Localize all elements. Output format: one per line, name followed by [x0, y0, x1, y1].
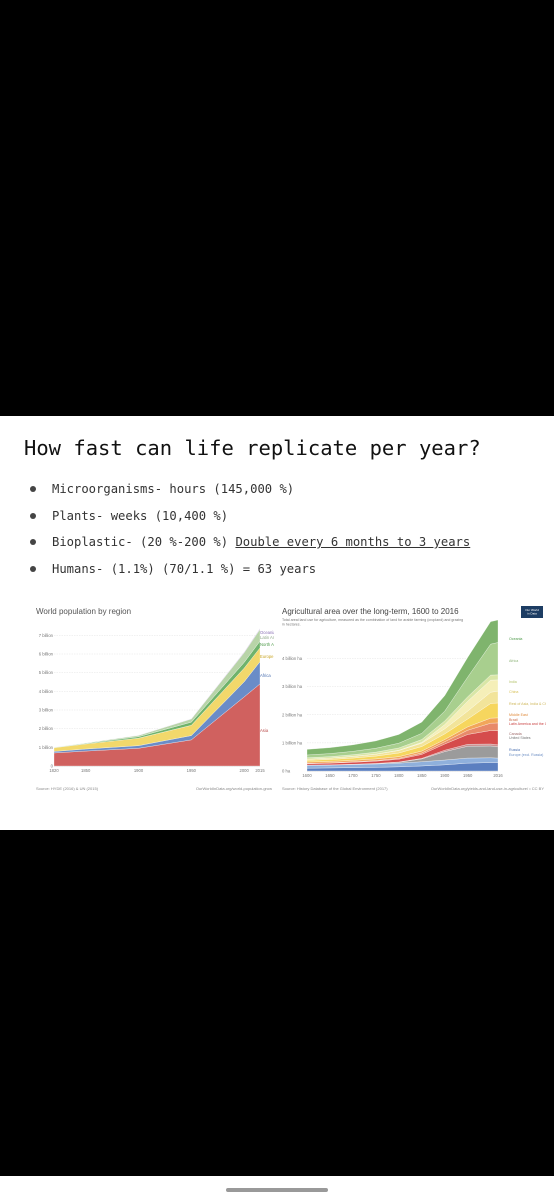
bullet-text: Humans- (1.1%) (70/1.1 %) = 63 years [52, 561, 317, 576]
x-tick-label: 1900 [134, 768, 144, 773]
bullet-item: Microorganisms- hours (145,000 %) [30, 482, 470, 509]
x-tick-label: 1900 [440, 773, 450, 778]
x-tick-label: 2016 [493, 773, 503, 778]
agriculture-chart: Agricultural area over the long-term, 16… [282, 606, 546, 791]
bullet-dot-icon [30, 565, 36, 572]
bullet-link[interactable]: Double every 6 months to 3 years [235, 535, 471, 549]
y-tick-label: 2 billion [39, 726, 54, 731]
x-tick-label: 1700 [348, 773, 358, 778]
series-label: Africa [509, 659, 518, 663]
series-label: Asia [260, 728, 269, 733]
chart-y-ticks: 0 ha 1 billion ha 2 billion ha 3 billion ha… [282, 656, 303, 774]
area-series-oceania [53, 628, 261, 748]
x-tick-label: 1750 [371, 773, 381, 778]
owid-logo-text: Our World in Data [525, 608, 539, 616]
series-label: Europe (excl. Russia) [509, 753, 543, 757]
series-label: Canada [509, 732, 522, 736]
chart-series-labels: Oceania Africa India China Rest of Asia, Ind… [509, 637, 546, 757]
series-label: Latin Am [260, 635, 274, 640]
bullet-dot-icon [30, 486, 36, 492]
chart-series-labels: OceaniaLatin Am North Am Europe Africa Asia [260, 630, 274, 733]
bottom-bar [0, 1176, 554, 1200]
series-label: Middle East [509, 713, 528, 717]
y-tick-label: 0 [51, 764, 54, 769]
series-label: Brazil [509, 718, 518, 722]
chart-credit: OurWorldInData.org/yields-and-land-use-i… [431, 786, 544, 791]
bullet-text: Plants- weeks (10,400 %) [52, 508, 229, 523]
chart-areas [53, 628, 261, 767]
chart-subtitle-line: in hectares. [282, 623, 301, 627]
x-tick-label: 1950 [463, 773, 473, 778]
chart-source: Source: HYDE (2016) & UN (2015) [36, 786, 99, 791]
chart-title: World population by region [36, 607, 131, 616]
bullet-item: Plants- weeks (10,400 %) [30, 509, 470, 536]
chart-credit: OurWorldInData.org/world-population-grow [196, 786, 272, 791]
chart-source: Source: History Database of the Global E… [282, 786, 388, 791]
y-tick-label: 6 billion [39, 652, 54, 657]
bullet-dot-icon [30, 512, 36, 519]
owid-logo [521, 606, 543, 618]
series-label: Rest of Asia, India & China [509, 702, 546, 706]
series-label: Oceania [260, 630, 274, 635]
y-tick-label: 7 billion [39, 633, 54, 638]
series-label: North Am [260, 642, 274, 647]
x-tick-label: 1650 [325, 773, 335, 778]
y-tick-label: 0 ha [282, 769, 291, 774]
series-label: Oceania [509, 637, 522, 641]
y-tick-label: 5 billion [39, 670, 54, 675]
slide-title: How fast can life replicate per year? [24, 436, 481, 460]
x-tick-label: 2000 [239, 768, 249, 773]
series-label: Africa [260, 673, 271, 678]
y-tick-label: 4 billion ha [282, 656, 303, 661]
x-tick-label: 1950 [187, 768, 197, 773]
chart-x-ticks: 1820 1850 1900 1950 2000 2015 [49, 768, 265, 773]
series-label: Russia [509, 748, 520, 752]
series-label: Latin America and the Caribbean (excl. B… [509, 722, 546, 726]
y-tick-label: 4 billion [39, 689, 54, 694]
population-chart: World population by region OceaniaLatin … [36, 607, 274, 791]
y-tick-label: 3 billion [39, 708, 54, 713]
area-series-grassland [306, 619, 499, 756]
bullet-text: Microorganisms- hours (145,000 %) [52, 482, 295, 496]
chart-areas [306, 619, 499, 772]
series-label: Europe [260, 654, 274, 659]
y-tick-label: 1 billion [39, 745, 54, 750]
bullet-item: Bioplastic- (20 %-200 %) Double every 6 … [30, 535, 470, 562]
y-tick-label: 1 billion ha [282, 740, 303, 745]
x-tick-label: 1850 [417, 773, 427, 778]
x-tick-label: 1600 [302, 773, 312, 778]
x-tick-label: 2015 [255, 768, 265, 773]
series-label: United States [509, 736, 531, 740]
x-tick-label: 1850 [81, 768, 91, 773]
x-tick-label: 1800 [394, 773, 404, 778]
y-tick-label: 2 billion ha [282, 712, 303, 717]
series-label: China [509, 690, 518, 694]
chart-x-ticks: 1600 1650 1700 1750 1800 1850 1900 1950 2016 [302, 773, 503, 778]
chart-subtitle: Total areal land use for agriculture, me… [282, 618, 464, 627]
bullet-dot-icon [30, 539, 36, 545]
chart-y-ticks: 0 1 billion 2 billion 3 billion 4 billion 5 b… [39, 633, 54, 769]
chart-subtitle-line: Total areal land use for agriculture, me… [282, 618, 464, 622]
x-tick-label: 1820 [49, 768, 59, 773]
series-label: India [509, 680, 517, 684]
presentation-slide: How fast can life replicate per year? Mi… [0, 416, 554, 830]
chart-title: Agricultural area over the long-term, 16… [282, 607, 459, 616]
bullet-text: Bioplastic- (20 %-200 %) [52, 535, 236, 549]
bullet-list: Microorganisms- hours (145,000 %) Plants… [30, 482, 470, 588]
home-indicator[interactable] [226, 1188, 328, 1192]
y-tick-label: 3 billion ha [282, 684, 303, 689]
bullet-item: Humans- (1.1%) (70/1.1 %) = 63 years [30, 562, 470, 589]
